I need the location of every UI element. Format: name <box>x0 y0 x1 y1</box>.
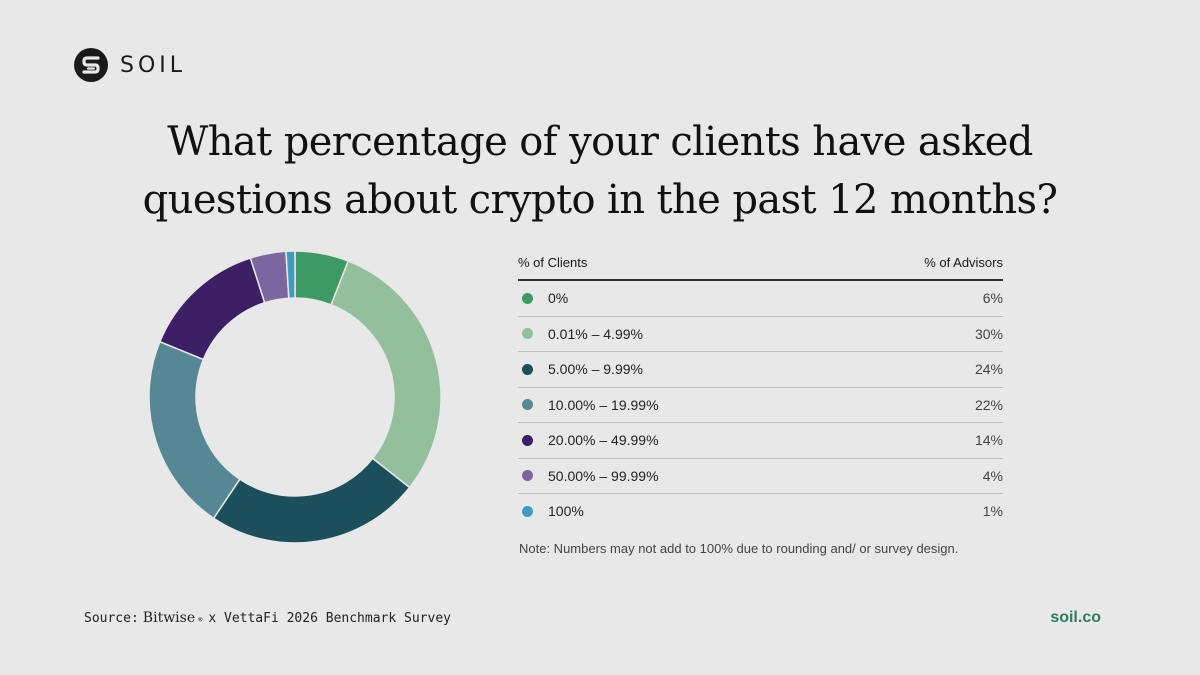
row-label: 10.00% – 19.99% <box>548 396 659 413</box>
brand: SOIL <box>74 47 186 83</box>
table-row: 10.00% – 19.99% 22% <box>518 388 1003 423</box>
row-value: 4% <box>982 467 1003 484</box>
legend-dot <box>522 470 533 482</box>
row-label: 50.00% – 99.99% <box>548 467 659 484</box>
title-line-1: What percentage of your clients have ask… <box>167 119 1033 165</box>
brand-name: SOIL <box>120 52 187 78</box>
legend-dot <box>522 328 533 340</box>
table-row: 20.00% – 49.99% 14% <box>518 423 1003 459</box>
donut-slice <box>148 340 241 520</box>
table-row: 50.00% – 99.99% 4% <box>518 459 1003 494</box>
bitwise-wordmark: Bitwise <box>142 610 196 626</box>
row-value: 14% <box>974 432 1003 449</box>
legend-dot <box>522 399 533 411</box>
title-line-2: questions about crypto in the past 12 mo… <box>142 177 1058 223</box>
footnote: Note: Numbers may not add to 100% due to… <box>519 541 959 556</box>
registered-mark: ® <box>198 616 203 624</box>
row-value: 24% <box>974 361 1003 378</box>
source-suffix: x VettaFi 2026 Benchmark Survey <box>208 611 451 626</box>
legend-table: % of Clients % of Advisors 0% 6% 0.01% – 4… <box>518 255 1003 529</box>
legend-dot <box>522 434 533 446</box>
row-value: 30% <box>974 325 1003 342</box>
row-label: 20.00% – 49.99% <box>548 432 659 449</box>
page-title: What percentage of your clients have ask… <box>0 113 1200 229</box>
source-line: Source: Bitwise ® x VettaFi 2026 Benchma… <box>84 610 451 626</box>
row-label: 0.01% – 4.99% <box>548 325 643 342</box>
row-value: 6% <box>982 290 1003 307</box>
site-url[interactable]: soil.co <box>1050 609 1101 626</box>
donut-slice <box>285 250 296 299</box>
donut-slice <box>212 457 411 544</box>
donut-slice <box>330 260 442 489</box>
legend-dot <box>522 292 533 304</box>
table-row: 0.01% – 4.99% 30% <box>518 317 1003 352</box>
source-prefix: Source: <box>84 611 139 626</box>
row-label: 5.00% – 9.99% <box>548 361 643 378</box>
table-body: 0% 6% 0.01% – 4.99% 30% 5.00% – 9.99% 24% 10.0… <box>518 281 1003 529</box>
table-row: 0% 6% <box>518 281 1003 317</box>
row-label: 0% <box>548 290 569 307</box>
row-label: 100% <box>548 503 584 520</box>
header-advisors: % of Advisors <box>924 255 1003 270</box>
table-row: 5.00% – 9.99% 24% <box>518 352 1003 388</box>
table-header: % of Clients % of Advisors <box>518 255 1003 281</box>
donut-chart <box>148 250 442 544</box>
table-row: 100% 1% <box>518 494 1003 529</box>
row-value: 22% <box>974 396 1003 413</box>
legend-dot <box>522 505 533 517</box>
legend-dot <box>522 363 533 375</box>
header-clients: % of Clients <box>518 255 588 270</box>
donut-slice <box>158 257 266 361</box>
soil-logo-icon <box>74 48 108 82</box>
row-value: 1% <box>982 503 1003 520</box>
